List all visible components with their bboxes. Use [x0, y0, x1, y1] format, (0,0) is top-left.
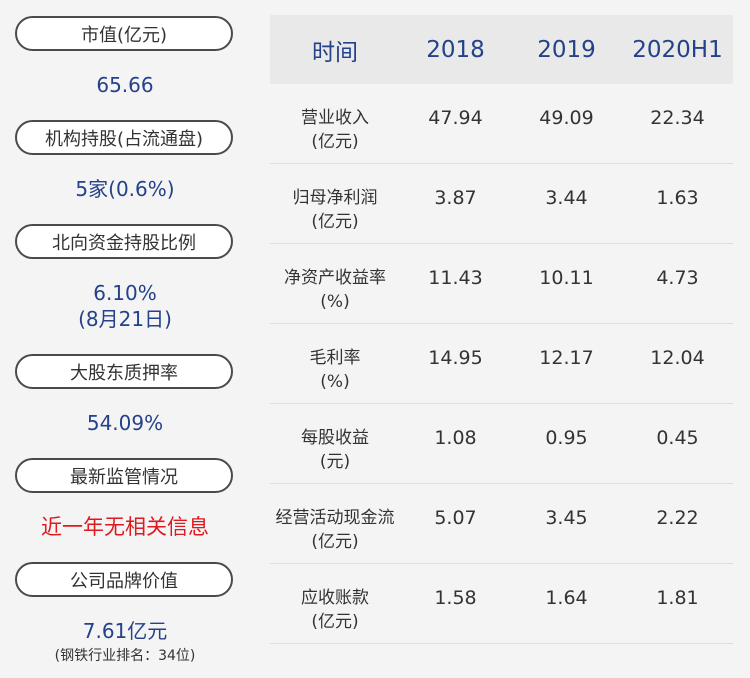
- table-row: 应收账款 (亿元) 1.58 1.64 1.81: [270, 564, 733, 644]
- table-row: 归母净利润 (亿元) 3.87 3.44 1.63: [270, 164, 733, 244]
- metric-cell: 经营活动现金流 (亿元): [270, 506, 400, 554]
- metric-cell: 营业收入 (亿元): [270, 106, 400, 154]
- institutional-holding-label: 机构持股(占流通盘): [15, 120, 233, 155]
- table-row: 净资产收益率 (%) 11.43 10.11 4.73: [270, 244, 733, 324]
- header-2019: 2019: [537, 36, 596, 63]
- value-cell: 0.95: [545, 427, 588, 449]
- header-2018: 2018: [426, 36, 485, 63]
- metric-unit: (元): [319, 452, 351, 472]
- value-cell: 1.08: [434, 427, 477, 449]
- metric-cell: 毛利率 (%): [270, 346, 400, 394]
- value-cell: 3.45: [545, 507, 588, 529]
- metric-unit: (%): [320, 292, 350, 312]
- metric-cell: 净资产收益率 (%): [270, 266, 400, 314]
- value-cell: 12.04: [650, 347, 705, 369]
- metric-name: 营业收入: [301, 108, 369, 128]
- metric-name: 毛利率: [309, 348, 361, 368]
- table-row: 每股收益 (元) 1.08 0.95 0.45: [270, 404, 733, 484]
- regulatory-status-label: 最新监管情况: [15, 458, 233, 493]
- table-row: 经营活动现金流 (亿元) 5.07 3.45 2.22: [270, 484, 733, 564]
- metric-name: 每股收益: [301, 428, 369, 448]
- metric-name: 归母净利润: [292, 188, 378, 208]
- northbound-holding-value: 6.10%: [93, 281, 157, 305]
- value-cell: 14.95: [428, 347, 483, 369]
- value-cell: 3.44: [545, 187, 588, 209]
- northbound-holding-date: (8月21日): [78, 307, 172, 331]
- metric-name: 经营活动现金流: [275, 508, 395, 528]
- institutional-holding-value: 5家(0.6%): [75, 177, 175, 201]
- metric-unit: (亿元): [311, 532, 359, 552]
- value-cell: 1.63: [656, 187, 699, 209]
- metric-cell: 每股收益 (元): [270, 426, 400, 474]
- metric-unit: (%): [320, 372, 350, 392]
- key-indicators-panel: 市值(亿元) 65.66 机构持股(占流通盘) 5家(0.6%) 北向资金持股比…: [0, 0, 250, 678]
- metric-name: 应收账款: [301, 588, 369, 608]
- value-cell: 0.45: [656, 427, 699, 449]
- value-cell: 12.17: [539, 347, 594, 369]
- brand-rank-note: (钢铁行业排名：34位): [54, 648, 196, 664]
- value-cell: 49.09: [539, 107, 594, 129]
- market-cap-value: 65.66: [96, 73, 154, 97]
- metric-unit: (亿元): [311, 612, 359, 632]
- value-cell: 1.64: [545, 587, 588, 609]
- value-cell: 47.94: [428, 107, 483, 129]
- value-cell: 3.87: [434, 187, 477, 209]
- pledge-ratio-value: 54.09%: [86, 411, 164, 435]
- value-cell: 1.58: [434, 587, 477, 609]
- value-cell: 5.07: [434, 507, 477, 529]
- northbound-holding-label: 北向资金持股比例: [15, 224, 233, 259]
- value-cell: 2.22: [656, 507, 699, 529]
- pledge-ratio-label: 大股东质押率: [15, 354, 233, 389]
- value-cell: 4.73: [656, 267, 699, 289]
- table-header: 时间 2018 2019 2020H1: [270, 15, 733, 84]
- metric-unit: (亿元): [311, 132, 359, 152]
- metric-name: 净资产收益率: [284, 268, 386, 288]
- regulatory-status-value: 近一年无相关信息: [41, 515, 209, 539]
- brand-value-value: 7.61亿元: [82, 619, 168, 643]
- brand-value-label: 公司品牌价值: [15, 562, 233, 597]
- value-cell: 1.81: [656, 587, 699, 609]
- header-period: 时间: [312, 39, 358, 66]
- metric-cell: 归母净利润 (亿元): [270, 186, 400, 234]
- financial-table: 时间 2018 2019 2020H1 营业收入 (亿元) 47.94 49.0…: [270, 15, 733, 644]
- table-row: 营业收入 (亿元) 47.94 49.09 22.34: [270, 84, 733, 164]
- metric-cell: 应收账款 (亿元): [270, 586, 400, 634]
- header-2020h1: 2020H1: [632, 36, 723, 63]
- value-cell: 22.34: [650, 107, 705, 129]
- table-row: 毛利率 (%) 14.95 12.17 12.04: [270, 324, 733, 404]
- value-cell: 10.11: [539, 267, 594, 289]
- metric-unit: (亿元): [311, 212, 359, 232]
- market-cap-label: 市值(亿元): [15, 16, 233, 51]
- value-cell: 11.43: [428, 267, 483, 289]
